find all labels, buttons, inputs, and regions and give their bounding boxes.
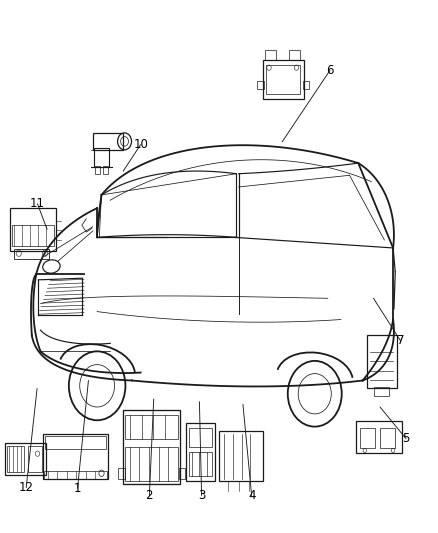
- Bar: [266, 65, 300, 94]
- Bar: [12, 225, 53, 246]
- Bar: [262, 60, 304, 100]
- Text: 7: 7: [397, 334, 404, 347]
- Bar: [257, 81, 264, 89]
- Bar: [95, 166, 100, 174]
- Bar: [43, 433, 108, 479]
- Text: 5: 5: [403, 432, 410, 446]
- Bar: [118, 468, 124, 479]
- Bar: [28, 446, 42, 472]
- Bar: [360, 427, 375, 448]
- Text: 3: 3: [198, 489, 205, 502]
- Bar: [94, 148, 110, 167]
- Bar: [5, 443, 46, 475]
- Text: 10: 10: [133, 138, 148, 151]
- Bar: [188, 428, 212, 447]
- Bar: [45, 436, 106, 449]
- Bar: [10, 208, 56, 251]
- Bar: [7, 446, 25, 472]
- Bar: [367, 335, 396, 389]
- Bar: [219, 431, 262, 481]
- Text: 2: 2: [145, 489, 153, 502]
- Text: 11: 11: [30, 197, 45, 211]
- Bar: [265, 50, 276, 60]
- Bar: [93, 133, 123, 150]
- Bar: [125, 415, 178, 439]
- Text: 4: 4: [248, 489, 255, 502]
- Bar: [179, 468, 185, 479]
- Text: 6: 6: [326, 64, 334, 77]
- Bar: [186, 423, 215, 481]
- Bar: [356, 421, 402, 453]
- Bar: [123, 410, 180, 484]
- Bar: [125, 447, 178, 481]
- Bar: [303, 81, 309, 89]
- Bar: [44, 471, 107, 479]
- Bar: [289, 50, 300, 60]
- Bar: [374, 387, 389, 397]
- Bar: [103, 166, 108, 174]
- Bar: [14, 249, 49, 259]
- Text: 12: 12: [19, 481, 34, 494]
- Bar: [188, 452, 212, 476]
- Text: 1: 1: [74, 482, 81, 495]
- Bar: [380, 427, 395, 448]
